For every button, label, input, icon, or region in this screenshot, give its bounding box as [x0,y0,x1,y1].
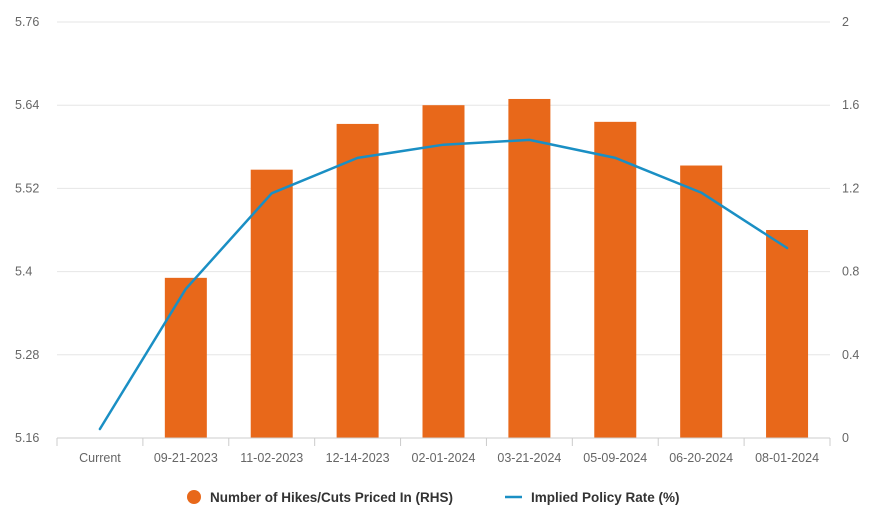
bar[interactable] [766,230,809,438]
right-tick-label: 1.6 [842,98,859,112]
right-tick-label: 2 [842,15,849,29]
legend-bar-label: Number of Hikes/Cuts Priced In (RHS) [210,490,453,505]
right-tick-label: 0.8 [842,265,859,279]
left-axis-ticks: 5.16 5.28 5.4 5.52 5.64 5.76 [15,15,39,445]
left-tick-label: 5.16 [15,431,39,445]
x-tick-label: 05-09-2024 [583,451,647,465]
x-tick-label: 11-02-2023 [240,451,303,465]
bar[interactable] [422,105,465,438]
legend-item-line[interactable]: Implied Policy Rate (%) [505,490,680,505]
line-series [98,138,789,431]
left-tick-label: 5.28 [15,348,39,362]
right-tick-label: 0 [842,431,849,445]
bar[interactable] [680,165,723,438]
legend-item-bar[interactable]: Number of Hikes/Cuts Priced In (RHS) [187,490,453,505]
x-tick-label: 03-21-2024 [497,451,561,465]
line-path[interactable] [98,138,789,431]
bar[interactable] [594,121,637,438]
left-tick-label: 5.76 [15,15,39,29]
right-tick-label: 0.4 [842,348,859,362]
bar[interactable] [164,277,207,438]
x-tick-label: 09-21-2023 [154,451,218,465]
legend: Number of Hikes/Cuts Priced In (RHS) Imp… [187,490,680,505]
axes [56,437,831,446]
x-tick-label: 06-20-2024 [669,451,733,465]
legend-bar-marker [187,490,201,504]
bar[interactable] [336,123,379,439]
right-tick-label: 1.2 [842,181,859,195]
bar[interactable] [508,98,551,439]
left-tick-label: 5.64 [15,98,39,112]
x-tick-label: Current [79,451,121,465]
bar-series [164,98,809,439]
x-axis-ticks: Current 09-21-2023 11-02-2023 12-14-2023 02-… [79,451,819,465]
x-tick-label: 02-01-2024 [412,451,476,465]
left-tick-label: 5.4 [15,265,32,279]
left-tick-label: 5.52 [15,181,39,195]
legend-line-label: Implied Policy Rate (%) [531,490,680,505]
x-tick-label: 08-01-2024 [755,451,819,465]
bar[interactable] [250,169,293,438]
right-axis-ticks: 0 0.4 0.8 1.2 1.6 2 [842,15,859,445]
x-tick-label: 12-14-2023 [326,451,390,465]
